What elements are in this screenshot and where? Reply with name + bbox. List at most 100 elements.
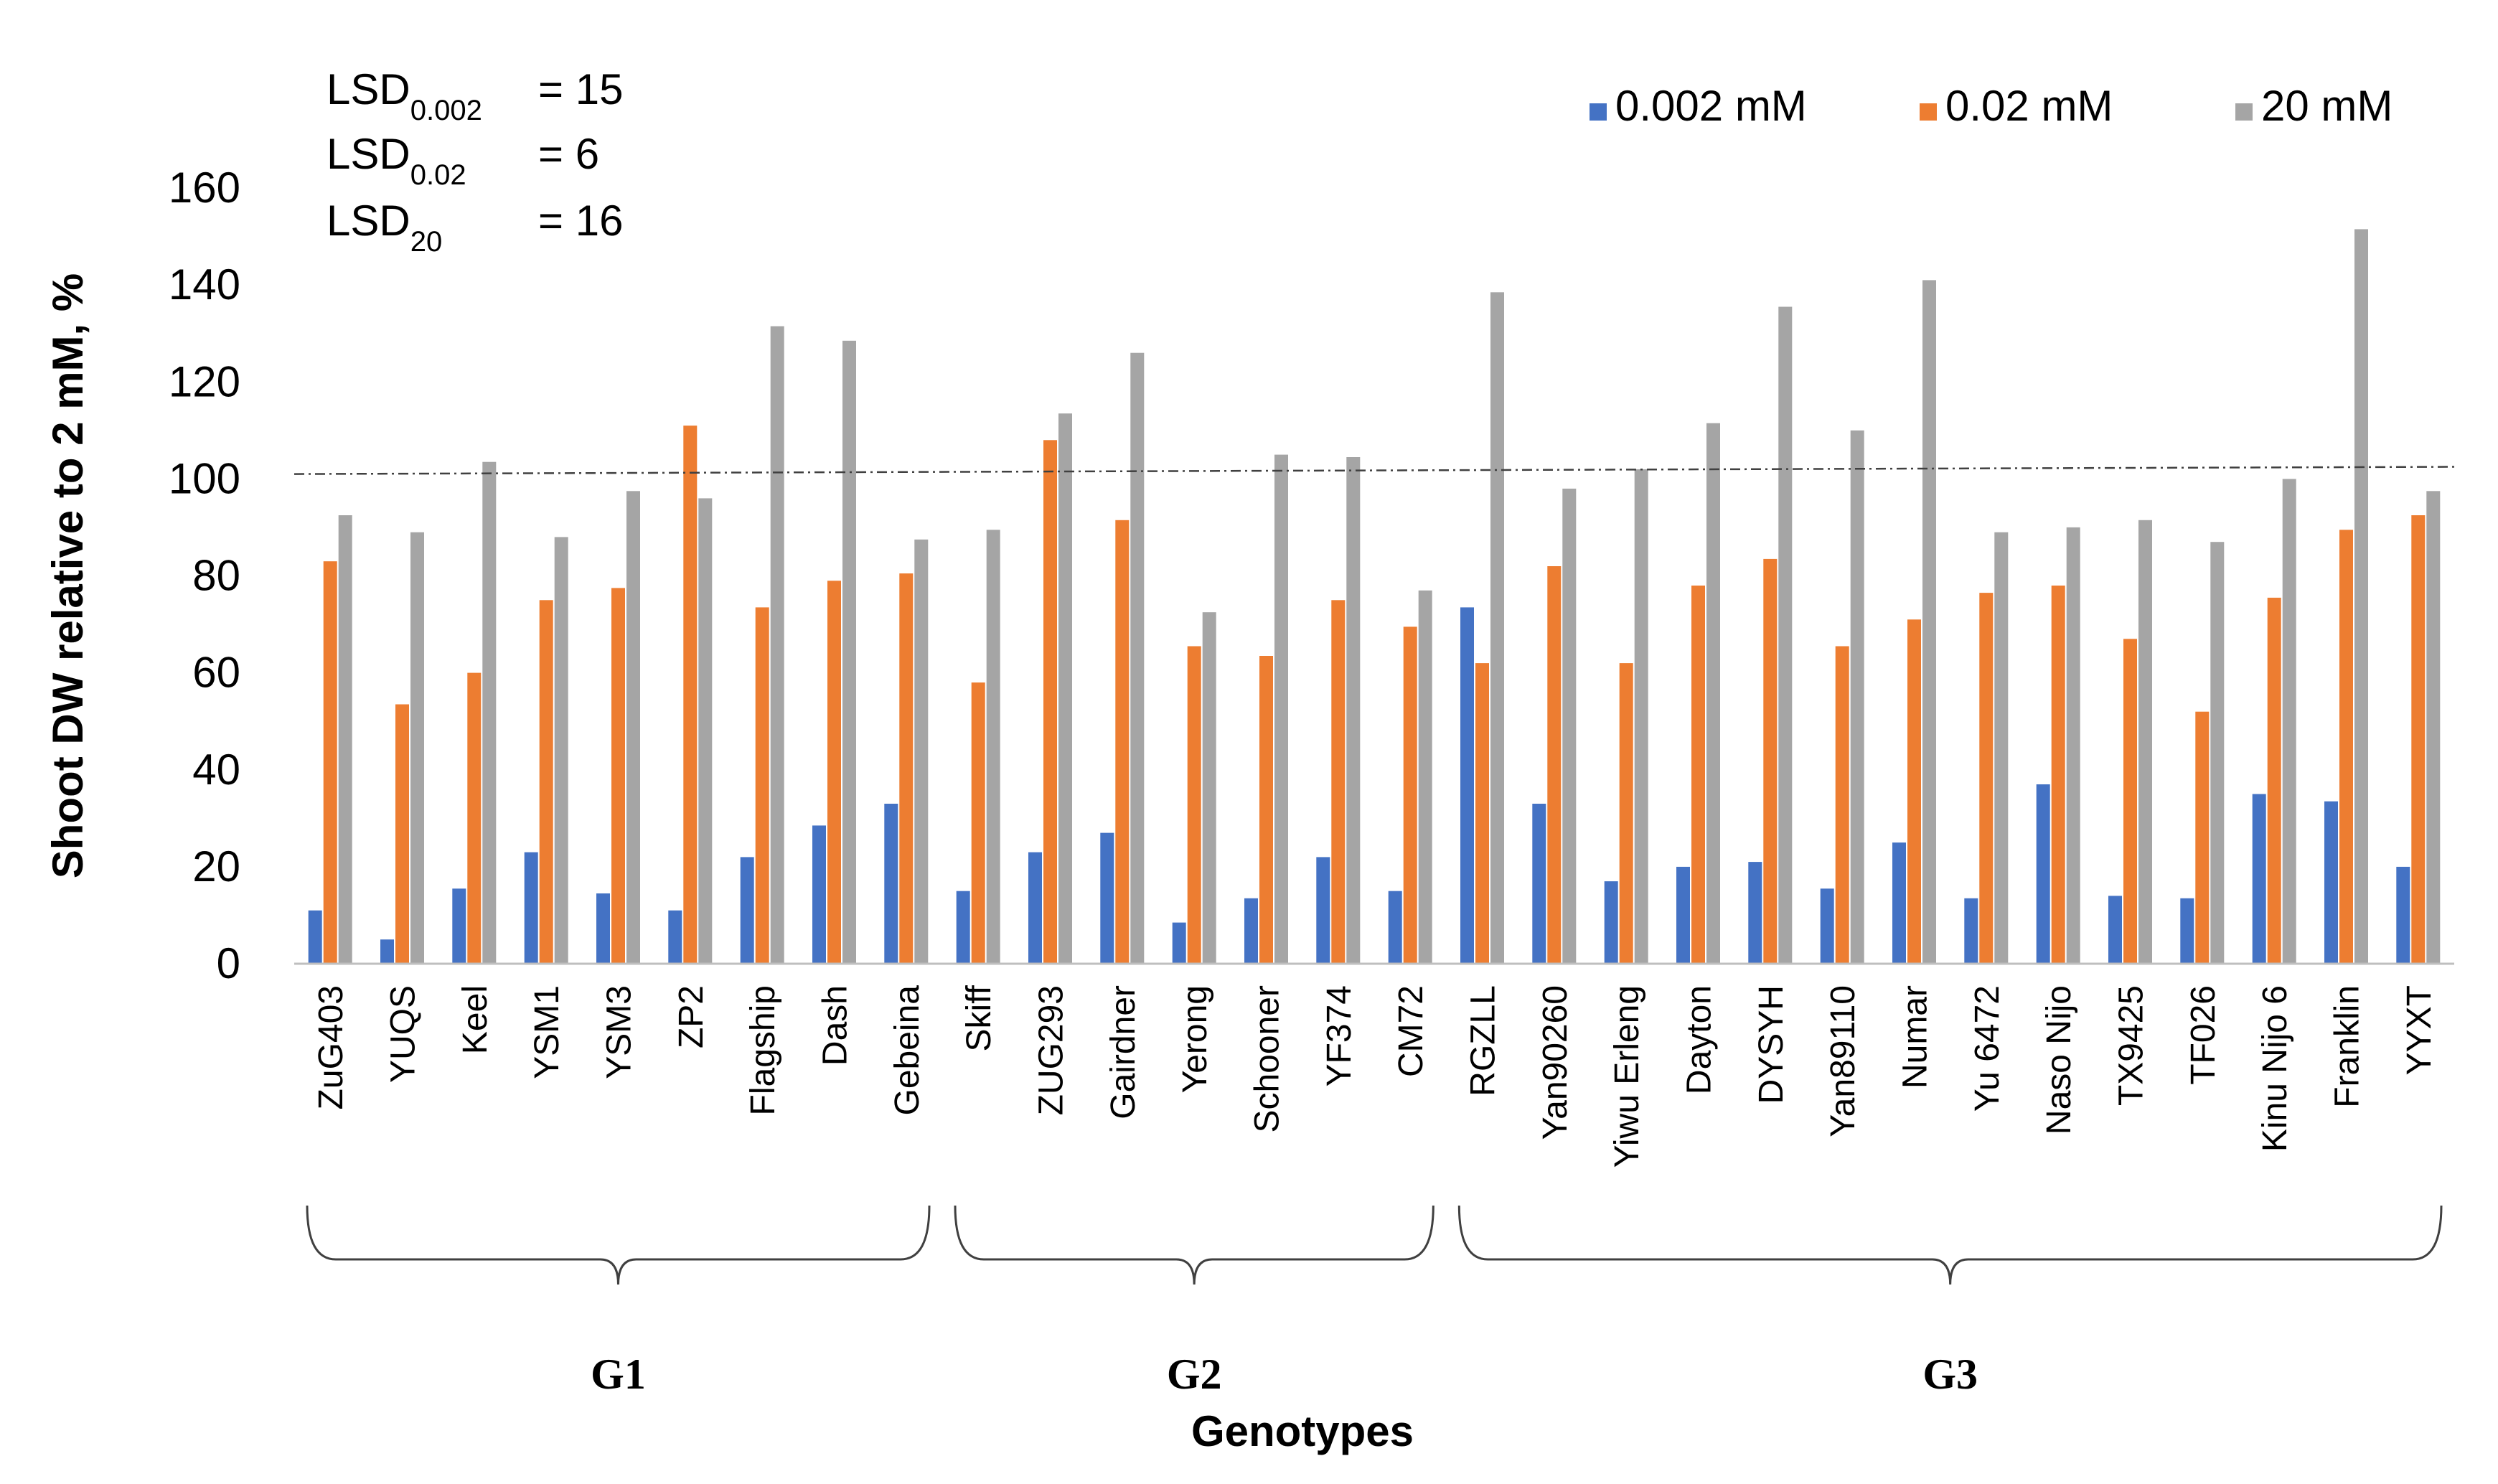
x-tick-label: DYSYH [1752,985,1790,1104]
bar-0-002-mm-numar [1892,842,1906,964]
bar-0-02-mm-yiwu-erleng [1619,663,1633,964]
x-tick-label: Dayton [1681,985,1719,1094]
group-brace [954,1205,1435,1285]
bar-0-002-mm-keel [452,888,466,964]
bar-0-02-mm-franklin [2339,530,2353,964]
bar-0-002-mm-ysm1 [524,852,538,964]
group-label: G1 [591,1351,646,1398]
bar-0-002-mm-schooner [1244,898,1258,964]
bar-20-mm-skiff [986,530,1000,964]
bar-20-mm-naso-nijo [2066,527,2080,964]
bar-0-02-mm-zp2 [683,426,698,964]
bar-0-02-mm-yan89110 [1835,646,1849,964]
bar-0-02-mm-dayton [1691,586,1705,964]
bar-20-mm-franklin [2354,229,2368,964]
x-tick-label: Yiwu Erleng [1608,985,1646,1168]
x-tick-label: Skiff [960,985,998,1051]
bar-20-mm-cm72 [1418,590,1432,964]
bars-layer [308,229,2441,964]
x-tick-label: YUQS [385,985,423,1083]
bar-20-mm-yuqs [410,532,424,964]
bar-0-002-mm-zug403 [308,910,322,964]
groups-layer: G1 G2 G3 [306,1205,2443,1398]
x-tick-label: ZP2 [672,985,710,1048]
bar-20-mm-ysm1 [554,537,568,964]
bar-0-002-mm-kinu-nijo-6 [2252,794,2266,964]
bar-0-02-mm-yu-6472 [1979,593,1994,964]
x-tick-label: Gairdner [1104,985,1142,1119]
bar-0-02-mm-ysm3 [611,588,625,964]
bar-0-02-mm-gairdner [1115,520,1130,964]
bar-0-002-mm-gairdner [1100,832,1114,964]
bar-20-mm-yf374 [1346,457,1361,964]
bar-0-02-mm-tf026 [2195,711,2210,964]
bar-0-002-mm-rgzll [1460,607,1474,964]
y-tick-label: 80 [192,552,240,600]
bar-0-002-mm-naso-nijo [2036,784,2050,964]
x-tick-label: RGZLL [1465,985,1503,1096]
x-tick-label: CM72 [1392,985,1430,1077]
bar-20-mm-tx9425 [2138,520,2152,964]
bar-20-mm-schooner [1274,454,1288,964]
legend-swatch [1590,103,1607,121]
bar-0-002-mm-tf026 [2180,898,2194,964]
bar-20-mm-dysyh [1778,306,1793,964]
bar-0-002-mm-flagship [740,857,754,964]
x-tick-label: TX9425 [2113,985,2151,1106]
bar-0-002-mm-yan90260 [1532,804,1546,964]
y-tick-label: 20 [192,842,240,891]
y-axis-title: Shoot DW relative to 2 mM, % [44,273,92,878]
x-tick-label: ZuG403 [312,985,350,1109]
reference-line [294,466,2455,475]
bar-0-002-mm-yyxt [2396,866,2410,964]
x-tick-label: Flagship [744,985,782,1115]
bar-0-02-mm-dash [827,581,841,964]
bar-20-mm-ysm3 [626,491,640,964]
bar-0-002-mm-zp2 [668,910,682,964]
bar-20-mm-zug293 [1058,413,1072,964]
legend-label: 0.02 mM [1945,82,2113,130]
legend-label: 20 mM [2261,82,2393,130]
x-tick-label: Yan90260 [1536,985,1574,1140]
labels-layer: ZuG403 YUQS Keel YSM1 YSM3 ZP2 Flagship Dash Geb… [312,985,2438,1168]
bar-20-mm-dash [842,340,856,964]
bar-0-02-mm-numar [1907,619,1921,964]
x-tick-label: YF374 [1320,985,1358,1086]
group-brace [1457,1205,2443,1285]
bar-0-02-mm-kinu-nijo-6 [2267,597,2281,964]
bar-0-002-mm-dysyh [1748,862,1762,964]
bar-0-02-mm-skiff [971,682,985,964]
bar-0-02-mm-naso-nijo [2051,586,2065,964]
bar-0-02-mm-schooner [1259,656,1273,964]
bar-20-mm-yan90260 [1562,488,1577,964]
bar-20-mm-gebeina [914,539,929,964]
bar-0-002-mm-yiwu-erleng [1604,881,1618,964]
lsd-value: = 16 [538,197,623,245]
bar-20-mm-kinu-nijo-6 [2282,479,2296,964]
bar-0-02-mm-cm72 [1403,626,1417,964]
bar-20-mm-zug403 [338,515,352,964]
x-tick-label: TF026 [2184,985,2222,1085]
bar-0-002-mm-yerong [1172,922,1186,964]
x-tick-label: YSM3 [601,985,639,1079]
bar-0-002-mm-tx9425 [2108,896,2122,964]
x-axis-title: Genotypes [1191,1407,1414,1455]
bar-0-02-mm-yan90260 [1547,566,1562,964]
bar-0-02-mm-yuqs [395,704,409,964]
bar-0-02-mm-zug293 [1043,440,1057,964]
bar-0-02-mm-rgzll [1475,663,1489,964]
group-label: G2 [1167,1351,1222,1398]
bar-0-002-mm-franklin [2324,801,2338,964]
x-tick-label: Numar [1897,985,1935,1089]
x-tick-label: YSM1 [528,985,566,1079]
bar-0-002-mm-yan89110 [1820,888,1834,964]
x-tick-label: ZUG293 [1033,985,1071,1115]
bar-0-002-mm-dash [812,825,826,964]
bar-0-002-mm-zug293 [1028,852,1042,964]
bar-20-mm-dayton [1706,423,1720,964]
x-tick-label: Franklin [2329,985,2367,1108]
group-brace [306,1205,931,1285]
x-tick-label: Yu 6472 [1968,985,2006,1112]
x-tick-label: Yan89110 [1824,985,1862,1137]
legend-swatch [1920,103,1937,121]
